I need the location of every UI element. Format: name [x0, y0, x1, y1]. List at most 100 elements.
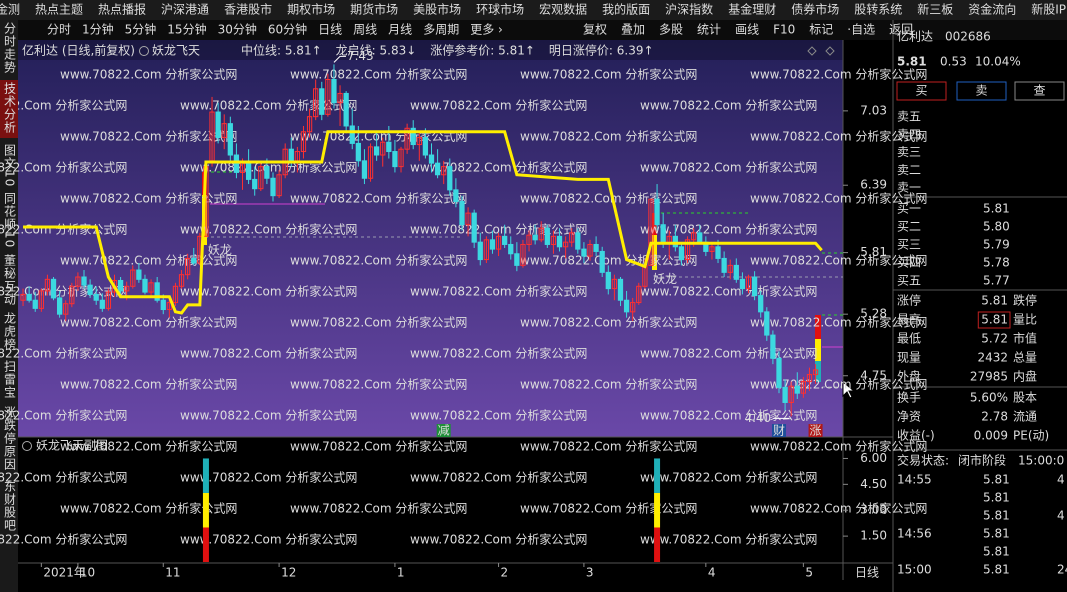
candle-body	[227, 123, 233, 156]
period-button[interactable]: 5分钟	[125, 22, 157, 37]
watermark: www.70822.Com 分析家公式网	[750, 253, 927, 268]
side-tab[interactable]: 东财股吧	[3, 480, 17, 532]
stat-value: 5.60%	[970, 391, 1008, 405]
menu-item[interactable]: 期货市场	[350, 2, 398, 17]
trade-button[interactable]	[896, 81, 947, 101]
menu-item[interactable]: 期权市场	[287, 2, 335, 17]
candle-body	[56, 297, 63, 315]
x-tick-label: 3	[586, 566, 594, 580]
tool-button[interactable]: 返回	[889, 23, 913, 37]
trade-button-label[interactable]: 卖	[975, 84, 987, 98]
stat-value: 2.78	[981, 410, 1008, 424]
menu-item[interactable]: 金测	[0, 2, 20, 17]
y-tick-label: 5.81	[860, 245, 887, 259]
side-tab[interactable]: 扫雷宝	[3, 360, 17, 399]
menu-item[interactable]: 沪深指数	[665, 2, 713, 17]
menu-item[interactable]: 美股市场	[413, 2, 461, 17]
menu-item[interactable]: 基金理财	[728, 2, 776, 17]
period-button[interactable]: 多周期	[423, 23, 459, 37]
watermark: www.70822.Com 分析家公式网	[750, 501, 927, 516]
menu-item[interactable]: 股转系统	[854, 2, 902, 17]
period-button[interactable]: 月线	[388, 23, 412, 37]
side-tab[interactable]: 董秘互动	[3, 254, 17, 306]
chart-title: 亿利达 (日线,前复权)	[22, 43, 135, 58]
tool-button[interactable]: ·自选	[847, 23, 875, 37]
candle-body	[538, 227, 544, 241]
candle-body	[386, 141, 392, 153]
menu-item[interactable]: 热点主题	[35, 3, 83, 17]
watermark: www.70822.Com 分析家公式网	[750, 315, 927, 330]
candle-body	[550, 235, 557, 245]
period-button[interactable]: 更多 ›	[470, 23, 503, 37]
menu-item[interactable]: 环球市场	[476, 2, 524, 17]
candle-body	[276, 174, 282, 197]
stock-name: 亿利达	[897, 29, 933, 44]
candle-body	[569, 232, 575, 243]
menu-item[interactable]: 沪深港通	[161, 3, 209, 17]
menu-item[interactable]: 新三板	[917, 2, 953, 17]
tick-time: 14:55	[897, 473, 932, 487]
menu-item[interactable]: 债券市场	[791, 2, 839, 17]
menu-item[interactable]: 热点播报	[98, 2, 146, 17]
period-button[interactable]: 1分钟	[82, 22, 114, 37]
event-marker	[771, 424, 786, 437]
watermark: www.70822.Com 分析家公式网	[60, 129, 237, 144]
candle-body	[258, 166, 264, 190]
side-bar	[0, 20, 18, 592]
tool-button[interactable]: 叠加	[621, 23, 645, 37]
indicator-icon[interactable]	[139, 46, 149, 56]
candle-body	[373, 146, 380, 156]
period-button[interactable]: 15分钟	[167, 22, 206, 37]
tool-button[interactable]: F10	[773, 23, 795, 37]
y-tick-label: 3.00	[860, 503, 887, 517]
content: www.70822.Com 分析家公式网 www.70822.Com 分析家公式网…	[0, 2, 1067, 580]
tool-button[interactable]: 多股	[659, 23, 683, 37]
candle-body	[672, 235, 678, 248]
watermark: www.70822.Com 分析家公式网	[180, 408, 357, 423]
candle-body	[465, 212, 471, 226]
menu-item[interactable]: 我的版面	[602, 2, 650, 17]
stat-value: 2432	[977, 351, 1008, 365]
side-tab[interactable]: 分时走势	[3, 22, 17, 74]
tool-button[interactable]: 标记	[809, 23, 833, 37]
chart-controls[interactable]	[807, 46, 835, 56]
candle-body	[93, 293, 99, 301]
period-button[interactable]: 60分钟	[268, 22, 307, 37]
period-button[interactable]: 分时	[47, 23, 71, 37]
candle-body	[306, 116, 313, 133]
tool-button[interactable]: 复权	[583, 23, 607, 37]
watermark: www.70822.Com 分析家公式网	[410, 160, 587, 175]
candle-body	[355, 142, 361, 162]
watermark: www.70822.Com 分析家公式网	[410, 470, 587, 485]
menu-item[interactable]: 新股IP	[1031, 2, 1066, 17]
side-tab[interactable]: 龙虎榜	[3, 312, 17, 351]
side-tab[interactable]: 同花顺10	[3, 192, 17, 248]
menu-item[interactable]: 宏观数据	[539, 2, 587, 17]
sub-bar	[202, 458, 209, 493]
side-tab[interactable]: 技术分析	[3, 82, 17, 134]
y-tick-label: 6.00	[860, 451, 887, 465]
menu-item[interactable]: 香港股市	[224, 2, 272, 17]
period-button[interactable]: 30分钟	[218, 22, 257, 37]
last-price: 5.81	[897, 55, 927, 69]
y-tick-label: 4.50	[860, 477, 887, 491]
trade-button[interactable]	[1014, 81, 1065, 101]
indicator-icon[interactable]	[22, 441, 32, 451]
stat-label: 收益(-)	[897, 429, 935, 443]
candle-body	[410, 127, 416, 146]
watermark: www.70822.Com 分析家公式网	[750, 439, 927, 454]
side-tab[interactable]: 图文10	[3, 144, 17, 187]
trade-button-label[interactable]: 查	[1033, 84, 1045, 98]
stat-label: 市值	[1013, 331, 1037, 346]
trade-button-label[interactable]: 买	[915, 84, 927, 98]
side-tab[interactable]: 涨跌停原因	[3, 405, 17, 471]
period-button[interactable]: 周线	[353, 23, 377, 37]
tool-button[interactable]: 画线	[735, 23, 759, 37]
menu-item[interactable]: 资金流向	[968, 2, 1016, 17]
tool-button[interactable]: 统计	[697, 23, 721, 37]
period-button[interactable]: 日线	[318, 23, 342, 37]
candle-body	[654, 198, 660, 226]
trade-button[interactable]	[956, 81, 1007, 101]
stat-label: 流通	[1013, 410, 1037, 424]
candle-body	[117, 279, 124, 292]
